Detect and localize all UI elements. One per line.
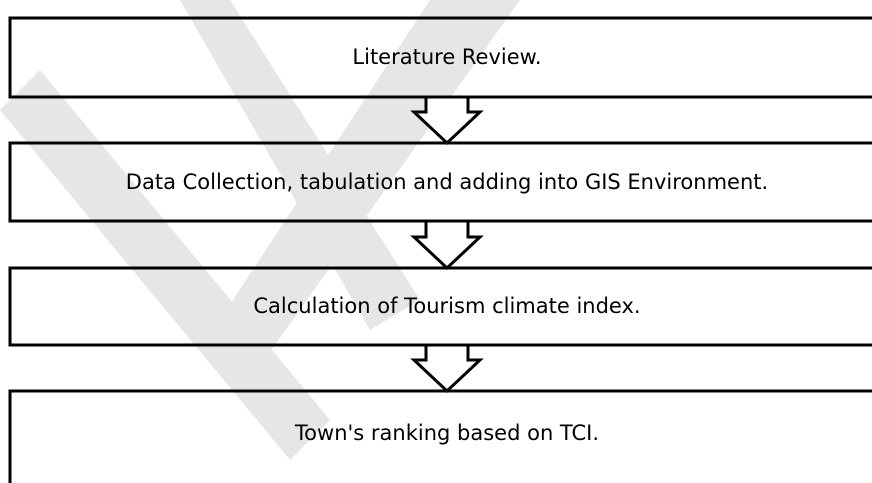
down-arrow bbox=[410, 219, 484, 271]
down-arrow bbox=[410, 343, 484, 394]
box-label: Data Collection, tabulation and adding i… bbox=[126, 170, 768, 194]
box-label: Town's ranking based on TCI. bbox=[294, 421, 599, 445]
down-arrow bbox=[410, 95, 484, 146]
box-label: Calculation of Tourism climate index. bbox=[253, 294, 640, 318]
process-box bbox=[8, 389, 872, 483]
box-label: Literature Review. bbox=[352, 45, 541, 69]
watermark bbox=[0, 0, 520, 460]
watermark-stroke bbox=[180, 0, 420, 330]
watermark-stroke bbox=[200, 0, 520, 380]
